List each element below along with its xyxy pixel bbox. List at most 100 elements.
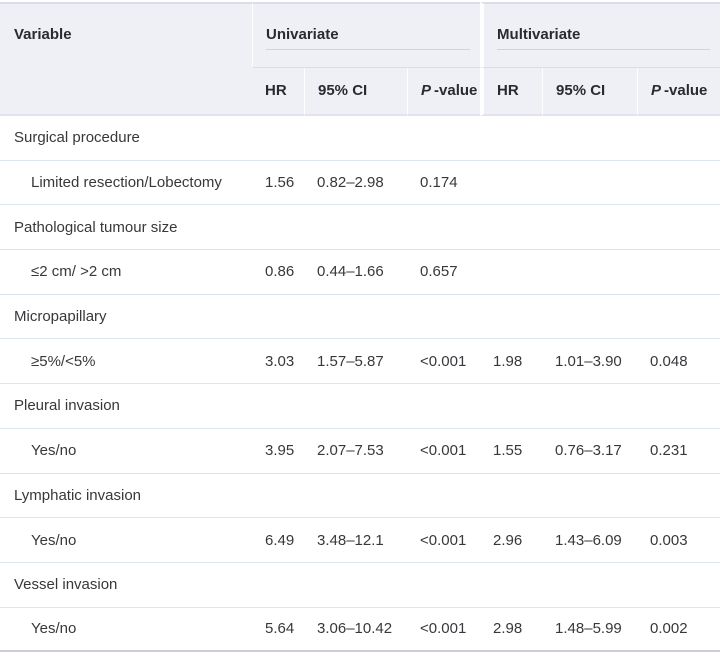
uv-ci-cell — [304, 205, 407, 251]
variable-cell: ≤2 cm/ >2 cm — [0, 250, 252, 295]
mv-p-cell: 0.002 — [637, 608, 720, 653]
mv-hr-cell: 1.55 — [480, 429, 543, 474]
uv-p-cell — [407, 384, 481, 429]
uv-hr-cell: 3.03 — [252, 339, 304, 385]
variable-cell: Lymphatic invasion — [0, 474, 252, 519]
mv-hr-cell — [480, 250, 543, 295]
mv-p-cell — [637, 384, 720, 429]
mv-hr-cell: 1.98 — [480, 339, 543, 385]
uv-hr-cell — [252, 474, 304, 519]
p-suffix: -value — [664, 81, 708, 99]
data-row: ≤2 cm/ >2 cm 0.86 0.44–1.66 0.657 — [0, 250, 720, 295]
p-suffix: -value — [434, 81, 478, 99]
mv-hr-cell — [480, 474, 543, 519]
uv-ci-cell — [304, 384, 407, 429]
uv-ci-cell: 0.82–2.98 — [304, 161, 407, 206]
multivariate-label: Multivariate — [497, 26, 711, 50]
uv-p-cell: <0.001 — [407, 518, 481, 563]
column-header-multivariate-ci: 95% CI — [542, 68, 638, 116]
uv-ci-cell: 3.48–12.1 — [304, 518, 407, 563]
category-row: Pleural invasion — [0, 384, 720, 429]
group-header-multivariate: Multivariate — [480, 2, 720, 68]
category-row: Surgical procedure — [0, 116, 720, 161]
variable-cell: Surgical procedure — [0, 116, 252, 161]
uv-ci-cell — [304, 474, 407, 519]
uv-ci-cell: 2.07–7.53 — [304, 429, 407, 474]
mv-ci-cell — [542, 384, 638, 429]
p-italic: P — [651, 81, 662, 99]
mv-p-cell — [637, 295, 720, 340]
uv-p-cell: 0.174 — [407, 161, 481, 206]
uv-hr-cell — [252, 384, 304, 429]
uv-hr-cell: 5.64 — [252, 608, 304, 653]
mv-hr-cell: 2.98 — [480, 608, 543, 653]
variable-cell: ≥5%/<5% — [0, 339, 252, 385]
mv-p-cell: 0.231 — [637, 429, 720, 474]
uv-ci-cell: 0.44–1.66 — [304, 250, 407, 295]
univariate-label: Univariate — [266, 26, 471, 50]
variable-cell: Limited resection/Lobectomy — [0, 161, 252, 206]
uv-hr-cell: 3.95 — [252, 429, 304, 474]
mv-ci-cell — [542, 295, 638, 340]
mv-p-cell — [637, 563, 720, 608]
uv-ci-cell — [304, 295, 407, 340]
uv-hr-cell: 0.86 — [252, 250, 304, 295]
mv-p-cell — [637, 116, 720, 161]
table-body: Surgical procedure Limited resection/Lob… — [0, 116, 720, 653]
uv-p-cell: <0.001 — [407, 608, 481, 653]
mv-ci-cell — [542, 474, 638, 519]
uv-p-cell: <0.001 — [407, 339, 481, 385]
variable-cell: Yes/no — [0, 429, 252, 474]
mv-ci-cell — [542, 205, 638, 251]
mv-ci-cell — [542, 116, 638, 161]
mv-p-cell — [637, 161, 720, 206]
mv-p-cell — [637, 474, 720, 519]
uv-ci-cell: 1.57–5.87 — [304, 339, 407, 385]
mv-ci-cell — [542, 161, 638, 206]
uv-p-cell — [407, 474, 481, 519]
column-header-univariate-ci: 95% CI — [304, 68, 407, 116]
sub-header-row: HR 95% CI P -value HR 95% CI P -value — [0, 68, 720, 116]
data-row: ≥5%/<5% 3.03 1.57–5.87 <0.001 1.98 1.01–3.9… — [0, 339, 720, 385]
variable-cell: Yes/no — [0, 608, 252, 653]
mv-ci-cell — [542, 563, 638, 608]
data-row: Yes/no 3.95 2.07–7.53 <0.001 1.55 0.76–3.17… — [0, 429, 720, 474]
data-row: Yes/no 6.49 3.48–12.1 <0.001 2.96 1.43–6.09… — [0, 518, 720, 563]
uv-p-cell — [407, 116, 481, 161]
column-header-multivariate-hr: HR — [480, 68, 543, 116]
variable-cell: Micropapillary — [0, 295, 252, 340]
mv-hr-cell — [480, 116, 543, 161]
mv-ci-cell — [542, 250, 638, 295]
mv-ci-cell: 1.01–3.90 — [542, 339, 638, 385]
uv-hr-cell — [252, 205, 304, 251]
variable-cell: Yes/no — [0, 518, 252, 563]
uv-p-cell — [407, 295, 481, 340]
uv-p-cell: <0.001 — [407, 429, 481, 474]
data-row: Limited resection/Lobectomy 1.56 0.82–2.9… — [0, 161, 720, 206]
column-header-variable: Variable — [0, 2, 252, 116]
mv-hr-cell: 2.96 — [480, 518, 543, 563]
variable-header-label: Variable — [14, 26, 72, 43]
mv-hr-cell — [480, 161, 543, 206]
mv-p-cell — [637, 250, 720, 295]
uv-p-cell: 0.657 — [407, 250, 481, 295]
uv-ci-cell: 3.06–10.42 — [304, 608, 407, 653]
data-row: Yes/no 5.64 3.06–10.42 <0.001 2.98 1.48–5.9… — [0, 608, 720, 653]
mv-ci-cell: 0.76–3.17 — [542, 429, 638, 474]
uv-ci-cell — [304, 563, 407, 608]
category-row: Micropapillary — [0, 295, 720, 340]
p-italic: P — [421, 81, 432, 99]
uv-hr-cell — [252, 563, 304, 608]
mv-hr-cell — [480, 563, 543, 608]
variable-cell: Vessel invasion — [0, 563, 252, 608]
mv-ci-cell: 1.48–5.99 — [542, 608, 638, 653]
variable-cell: Pleural invasion — [0, 384, 252, 429]
mv-hr-cell — [480, 384, 543, 429]
uv-hr-cell — [252, 295, 304, 340]
group-header-row: Variable Univariate Multivariate — [0, 2, 720, 116]
category-row: Lymphatic invasion — [0, 474, 720, 519]
mv-hr-cell — [480, 295, 543, 340]
column-header-multivariate-pvalue: P -value — [637, 68, 720, 116]
mv-p-cell: 0.048 — [637, 339, 720, 385]
